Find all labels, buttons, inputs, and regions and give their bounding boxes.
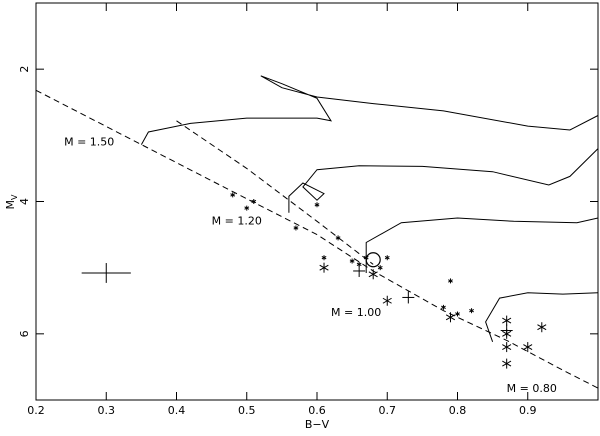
star-point xyxy=(368,269,378,280)
small-star-point xyxy=(244,205,250,211)
track-mass-label: M = 1.20 xyxy=(212,215,262,228)
small-star-point xyxy=(455,311,460,317)
model-lines xyxy=(35,75,599,389)
x-tick-label: 0.8 xyxy=(449,404,467,417)
track-mass-label: M = 0.80 xyxy=(507,382,557,395)
zams-dashed-line xyxy=(35,89,599,389)
evolution-track xyxy=(485,292,599,342)
star-point xyxy=(523,342,533,353)
plus-point xyxy=(353,264,366,277)
track-mass-label: M = 1.50 xyxy=(64,135,114,148)
offset-dashed-line xyxy=(176,120,374,265)
small-star-point xyxy=(335,235,341,241)
y-axis-label-main: M xyxy=(4,200,17,210)
x-tick-label: 0.9 xyxy=(519,404,537,417)
y-axis-label: MV xyxy=(4,194,19,210)
sun-circle xyxy=(365,252,381,268)
small-star-point xyxy=(448,278,453,284)
evolution-track xyxy=(365,217,599,273)
evolution-track xyxy=(140,75,599,145)
plus-point xyxy=(402,291,415,304)
x-tick-label: 0.6 xyxy=(308,404,326,417)
small-star-point xyxy=(230,192,236,198)
x-tick-label: 0.5 xyxy=(238,404,256,417)
plot-frame xyxy=(35,2,599,401)
star-point xyxy=(445,312,456,323)
track-labels: M = 1.50 M = 1.20 M = 1.00 M = 0.80 xyxy=(64,135,557,395)
star-point xyxy=(502,342,512,353)
small-star-point xyxy=(251,199,257,204)
small-star-point xyxy=(349,258,355,264)
evolution-track xyxy=(288,148,599,213)
x-tick-label: 0.7 xyxy=(379,404,397,417)
small-star-point xyxy=(469,308,474,314)
axis-ticks: 0.2 0.3 0.4 0.5 0.6 0.7 0.8 0.9 2 4 6 xyxy=(18,3,598,417)
y-axis-label-sub: V xyxy=(10,194,19,200)
star-point xyxy=(382,295,392,306)
track-mass-label: M = 1.00 xyxy=(331,306,381,319)
y-tick-label: 4 xyxy=(18,198,31,205)
error-bar xyxy=(81,263,131,283)
data-points xyxy=(81,192,547,369)
x-tick-label: 0.3 xyxy=(98,404,116,417)
small-star-point xyxy=(293,225,299,231)
small-star-point xyxy=(384,255,390,261)
x-tick-label: 0.4 xyxy=(168,404,186,417)
y-tick-label: 2 xyxy=(18,66,31,73)
small-star-point xyxy=(314,202,320,208)
star-point xyxy=(537,322,547,333)
small-star-point xyxy=(441,304,446,310)
small-star-point xyxy=(321,255,327,261)
x-axis-label: B−V xyxy=(305,418,330,431)
star-point xyxy=(502,358,512,369)
x-tick-label: 0.2 xyxy=(27,404,45,417)
star-point xyxy=(319,262,329,273)
small-star-point xyxy=(377,265,383,271)
star-point xyxy=(502,315,512,326)
plus-point xyxy=(500,324,513,337)
y-tick-label: 6 xyxy=(18,330,31,337)
svg-text:MV: MV xyxy=(4,194,19,210)
